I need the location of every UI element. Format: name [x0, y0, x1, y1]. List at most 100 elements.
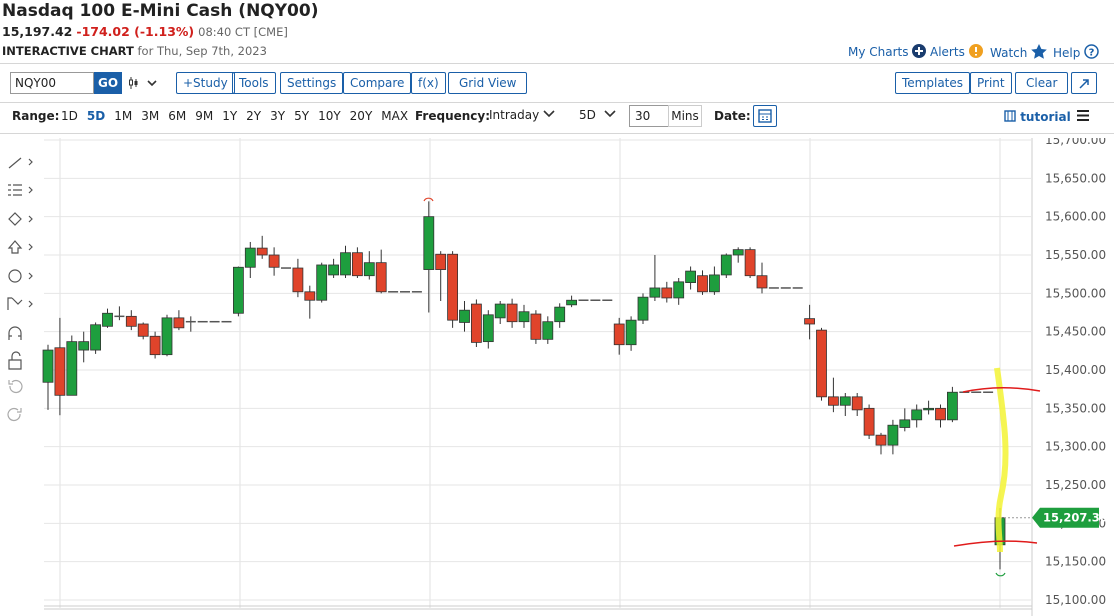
- y-tick-label: 15,450.00: [1045, 325, 1106, 339]
- date-label: Date:: [714, 109, 751, 123]
- tutorial-link[interactable]: tutorial: [1004, 110, 1071, 124]
- select-text: 5D: [579, 108, 596, 122]
- candle-body: [625, 319, 637, 346]
- y-tick-label: 15,600.00: [1045, 210, 1106, 224]
- candle-body: [649, 287, 661, 298]
- candle-body: [506, 303, 518, 323]
- candle-body: [161, 317, 173, 356]
- print-button[interactable]: Print: [970, 72, 1012, 94]
- candle-body: [363, 262, 375, 277]
- y-tick-label: 15,100.00: [1045, 593, 1106, 607]
- range-option[interactable]: 1D: [61, 109, 78, 123]
- help-icon: ?: [1084, 44, 1099, 59]
- candle-body: [816, 329, 827, 398]
- menu-icon[interactable]: [1076, 109, 1090, 123]
- settings-button[interactable]: Settings: [280, 72, 344, 94]
- chart-type-picker[interactable]: [128, 75, 160, 91]
- candle-body: [447, 253, 459, 321]
- watch[interactable]: Watch: [990, 44, 1047, 60]
- candle-body: [125, 315, 137, 327]
- tools-button[interactable]: Tools: [232, 72, 276, 94]
- y-tick-label: 15,550.00: [1045, 248, 1106, 262]
- symbol-input[interactable]: NQY00: [10, 72, 94, 94]
- range-options: 1D 5D 1M 3M 6M 9M 1Y 2Y 3Y 5Y 10Y 20Y MAX: [61, 109, 408, 123]
- candle-body: [935, 407, 946, 421]
- range-option[interactable]: 9M: [195, 109, 214, 123]
- alerts[interactable]: Alerts: [930, 44, 983, 59]
- templates-button[interactable]: Templates: [895, 72, 971, 94]
- range-option[interactable]: 6M: [168, 109, 187, 123]
- tutorial-text: tutorial: [1020, 110, 1071, 124]
- go-button[interactable]: GO: [94, 72, 122, 94]
- candle-body: [911, 409, 923, 421]
- y-tick-label: 15,300.00: [1045, 440, 1106, 454]
- candle-body: [804, 318, 815, 325]
- candle-body: [42, 349, 54, 383]
- candle-body: [566, 299, 577, 306]
- candle-body: [637, 296, 649, 321]
- star-icon: [1031, 44, 1047, 59]
- range-option[interactable]: 3M: [141, 109, 160, 123]
- y-tick-label: 15,250.00: [1045, 478, 1106, 492]
- plot: 15,100.0015,150.0015,200.0015,250.0015,3…: [42, 138, 1108, 607]
- clear-button[interactable]: Clear: [1015, 72, 1069, 94]
- candle-body: [542, 321, 554, 340]
- candle-body: [709, 274, 720, 293]
- time: 08:40 CT [CME]: [198, 25, 288, 39]
- candle-body: [554, 306, 566, 323]
- range-option[interactable]: 10Y: [318, 109, 341, 123]
- my-charts[interactable]: My Charts: [848, 44, 927, 59]
- candle-body: [435, 253, 447, 270]
- candle-body: [256, 247, 268, 256]
- chevron: [543, 110, 555, 118]
- candle-body: [340, 252, 351, 276]
- grid-view-button[interactable]: Grid View: [448, 72, 528, 94]
- candle-body: [232, 266, 244, 314]
- link-text: My Charts: [848, 45, 909, 59]
- range-option[interactable]: 20Y: [349, 109, 373, 123]
- candle-body: [375, 262, 387, 293]
- calendar-button[interactable]: [753, 105, 777, 127]
- help[interactable]: Help ?: [1053, 44, 1099, 60]
- frequency-select[interactable]: Intraday: [489, 108, 555, 122]
- candle-body: [685, 270, 696, 284]
- separator: [0, 63, 1114, 64]
- range-option[interactable]: 5Y: [294, 109, 310, 123]
- candle-body: [90, 324, 101, 351]
- svg-text:?: ?: [1089, 48, 1095, 59]
- candle-body: [530, 313, 542, 340]
- last-price-label: 15,207.30: [1043, 511, 1108, 525]
- candle-body: [720, 254, 732, 276]
- candle-body: [697, 275, 708, 293]
- frequency-label: Frequency:: [415, 109, 491, 123]
- candle-body: [423, 216, 435, 270]
- annotations: [423, 197, 1041, 577]
- fx-button[interactable]: f(x): [411, 72, 446, 94]
- range-option[interactable]: 3Y: [270, 109, 286, 123]
- candle-body: [149, 335, 161, 356]
- range-option[interactable]: 2Y: [246, 109, 262, 123]
- candle-body: [828, 396, 839, 406]
- change: -174.02 (-1.13%): [76, 24, 195, 39]
- range-option[interactable]: 5D: [86, 109, 106, 123]
- subtitle: INTERACTIVE CHART for Thu, Sep 7th, 2023: [2, 44, 267, 58]
- range-option[interactable]: MAX: [381, 109, 409, 123]
- plus-icon: [912, 44, 927, 58]
- candle-body: [851, 396, 863, 411]
- drawing-tools: [7, 157, 33, 422]
- period-select[interactable]: 5D: [579, 108, 616, 122]
- candle-body: [661, 287, 673, 299]
- study-button[interactable]: +Study: [176, 72, 235, 94]
- range-option[interactable]: 1M: [114, 109, 133, 123]
- alert-icon: [968, 44, 983, 58]
- candle-body: [102, 312, 113, 327]
- range-option[interactable]: 1Y: [222, 109, 238, 123]
- compare-button[interactable]: Compare: [343, 72, 412, 94]
- candle-body: [244, 247, 256, 268]
- interval-input[interactable]: 30: [629, 105, 669, 127]
- y-tick-label: 15,400.00: [1045, 363, 1106, 377]
- candle-body: [613, 323, 625, 346]
- expand-button[interactable]: [1071, 72, 1097, 94]
- candle-body: [268, 254, 280, 268]
- candle-body: [863, 407, 875, 436]
